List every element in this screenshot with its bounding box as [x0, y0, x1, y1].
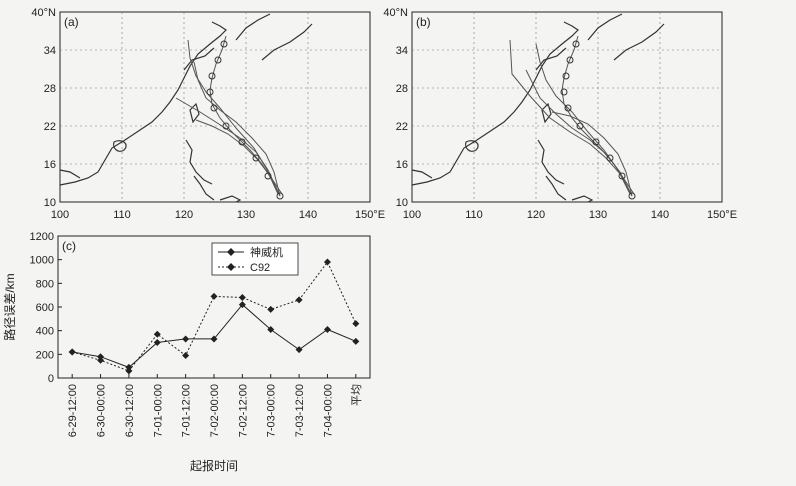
x-tick-label: 6-29-12:00 [67, 384, 79, 437]
x-axis-ticks: 6-29-12:00 6-30-00:00 6-30-12:00 7-01-00:00… [67, 374, 363, 437]
map-a-lon-tick: 120 [175, 209, 193, 221]
map-a-panel-label: (a) [64, 15, 79, 29]
legend-series-1-label: 神威机 [250, 245, 283, 259]
x-tick-label: 平均 [350, 384, 363, 406]
series-2-point [267, 305, 275, 313]
map-b-lon-tick: 150°E [707, 209, 737, 221]
map-a-lon-ticks: 100 110 120 130 140 150°E [51, 209, 385, 221]
x-tick-label: 6-30-00:00 [96, 384, 108, 437]
x-axis-label: 起报时间 [190, 458, 238, 473]
series-1-point [267, 325, 275, 333]
y-tick-label: 400 [36, 326, 54, 338]
x-tick-label: 7-01-00:00 [152, 384, 164, 437]
map-b-frame [411, 11, 723, 203]
map-b-lat-tick: 10 [396, 197, 408, 209]
map-b-lat-tick: 16 [396, 159, 408, 171]
chart-series [68, 258, 360, 375]
series-2-point [125, 367, 133, 375]
series-2-point [238, 294, 246, 302]
map-b-lat-tick: 34 [396, 45, 408, 57]
map-b-panel-label: (b) [416, 15, 431, 29]
map-a-lat-tick: 16 [44, 159, 56, 171]
series-1-point [182, 335, 190, 343]
map-a-frame [59, 11, 371, 203]
series-2-point [182, 352, 190, 360]
map-a-lon-tick: 140 [299, 209, 317, 221]
series-1-point [323, 325, 331, 333]
map-b-lat-ticks: 40°N 34 28 22 16 10 [383, 7, 408, 209]
series-2-point [68, 348, 76, 356]
series-line-2 [72, 261, 357, 372]
y-axis-ticks: 0 200 400 600 800 1000 1200 [30, 231, 62, 385]
map-b-tracks [509, 35, 636, 200]
y-axis-label: 路径误差/km [2, 273, 17, 340]
map-a-lon-tick: 110 [113, 209, 131, 221]
series-2-point [97, 356, 105, 364]
series-2-point [210, 292, 218, 300]
series-2-point [153, 330, 161, 338]
legend-diamond-marker [227, 263, 235, 271]
y-tick-label: 1000 [30, 255, 54, 267]
map-a-lat-tick: 22 [44, 121, 56, 133]
map-b-lon-tick: 130 [589, 209, 607, 221]
chart-panel-label: (c) [62, 239, 76, 253]
error-chart: (c) 0 200 400 600 800 1000 1200 6-29-12:00 6-30… [2, 231, 371, 473]
series-1-point [210, 335, 218, 343]
map-b-lon-tick: 120 [527, 209, 545, 221]
series-1-point [352, 337, 360, 345]
map-a-lon-tick: 100 [51, 209, 69, 221]
map-a-lat-tick: 34 [44, 45, 56, 57]
map-a-lat-tick: 28 [44, 83, 56, 95]
map-b-lon-ticks: 100 110 120 130 140 150°E [403, 209, 737, 221]
series-1-point [238, 301, 246, 309]
map-panel-b: (b) 40°N 34 28 22 16 10 100 110 120 130 … [383, 7, 737, 221]
y-tick-label: 0 [48, 373, 54, 385]
map-b-lat-tick: 40°N [383, 7, 408, 19]
x-tick-label: 7-04-00:00 [322, 384, 334, 437]
y-tick-label: 800 [36, 278, 54, 290]
series-1-point [125, 363, 133, 371]
y-tick-label: 600 [36, 302, 54, 314]
map-b-lat-tick: 28 [396, 83, 408, 95]
series-2-point [352, 320, 360, 328]
map-b-lon-tick: 110 [465, 209, 483, 221]
map-panel-a: (a) 40°N 34 28 22 16 10 100 110 120 130 … [31, 7, 385, 221]
map-a-tracks [175, 35, 284, 200]
series-1-point [153, 339, 161, 346]
y-tick-label: 1200 [30, 231, 54, 243]
legend-box [211, 242, 299, 276]
x-tick-label: 6-30-12:00 [124, 384, 136, 437]
map-a-lat-tick: 40°N [31, 7, 56, 19]
series-1-point [295, 346, 303, 354]
map-a-lat-tick: 10 [44, 197, 56, 209]
x-tick-label: 7-01-12:00 [181, 384, 193, 437]
map-a-lon-tick: 130 [237, 209, 255, 221]
map-a-coastline [59, 13, 313, 203]
x-tick-label: 7-02-12:00 [237, 384, 249, 437]
map-a-lat-ticks: 40°N 34 28 22 16 10 [31, 7, 56, 209]
map-b-lat-tick: 22 [396, 121, 408, 133]
map-b-grid [412, 12, 722, 202]
y-tick-label: 200 [36, 349, 54, 361]
x-tick-label: 7-03-00:00 [266, 384, 278, 437]
map-a-lon-tick: 150°E [355, 209, 385, 221]
series-2-point [323, 258, 331, 266]
map-b-coastline [411, 13, 665, 203]
legend-diamond-marker [227, 248, 235, 256]
map-b-lon-tick: 100 [403, 209, 421, 221]
x-tick-label: 7-03-12:00 [294, 384, 306, 437]
series-2-point [295, 296, 303, 304]
chart-legend: 神威机 C92 [211, 242, 299, 276]
legend-series-2-label: C92 [250, 262, 270, 274]
map-a-grid [60, 12, 370, 202]
map-b-lon-tick: 140 [651, 209, 669, 221]
series-1-point [97, 353, 105, 361]
x-tick-label: 7-02-00:00 [209, 384, 221, 437]
